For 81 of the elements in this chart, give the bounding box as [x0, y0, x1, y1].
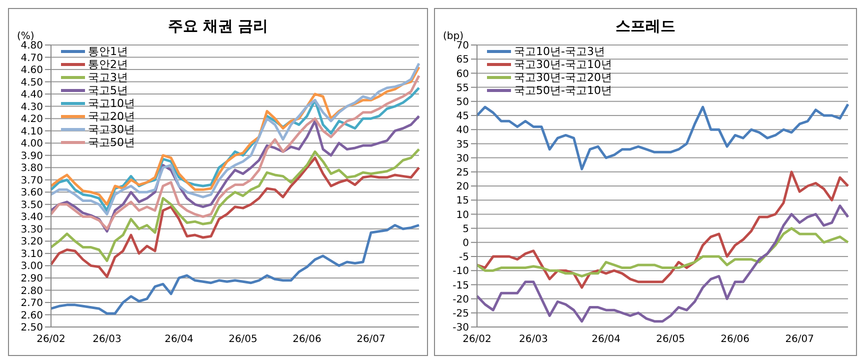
line-series [50, 148, 420, 262]
y-tick-label: 2.70 [20, 298, 43, 310]
x-tick-label: 26/04 [592, 334, 620, 346]
y-tick-label: 4.40 [20, 90, 43, 101]
line-series [476, 204, 850, 323]
x-tick-label: 26/02 [462, 334, 492, 346]
y-tick-label: 10 [456, 210, 469, 221]
y-tick-label: -20 [452, 294, 469, 306]
legend-label: 국고50년 [88, 136, 135, 149]
y-tick-label: -10 [452, 266, 469, 278]
legend-label: 국고30년 [88, 123, 135, 136]
legend-label: 국고30년-국고20년 [514, 71, 612, 84]
y-tick-label: 15 [456, 196, 469, 207]
x-tick-label: 26/03 [92, 334, 122, 346]
y-tick-label: 4.80 [20, 40, 43, 52]
x-tick-label: 26/04 [164, 334, 194, 346]
y-tick-label: 2.80 [20, 286, 43, 297]
y-tick-label: 4.20 [20, 114, 43, 126]
y-tick-label: 4.60 [20, 65, 43, 76]
x-tick-label: 26/02 [36, 334, 66, 346]
y-tick-label: 2.90 [20, 274, 43, 285]
legend-label: 통안2년 [88, 58, 128, 71]
y-tick-label: 70 [456, 40, 469, 52]
y-tick-label: 3.10 [20, 248, 43, 260]
y-tick-label: 3.60 [20, 188, 43, 199]
chart-title: 스프레드 [616, 17, 676, 35]
y-tick-label: 3.50 [20, 200, 43, 211]
y-tick-label: 35 [456, 139, 469, 150]
legend-label: 국고3년 [88, 71, 128, 84]
y-axis-title: (%) [17, 31, 34, 42]
y-tick-label: 2.50 [20, 322, 43, 334]
y-tick-label: 0 [462, 238, 469, 249]
x-tick-label: 26/03 [519, 334, 548, 346]
y-tick-label: 50 [456, 96, 469, 108]
y-tick-label: 3.70 [20, 175, 43, 186]
legend-label: 통안1년 [88, 45, 128, 58]
line-series [476, 227, 850, 278]
y-tick-label: 3.40 [20, 212, 43, 224]
x-tick-label: 26/06 [292, 334, 322, 346]
legend-label: 국고5년 [88, 84, 128, 97]
y-tick-label: -30 [452, 322, 469, 334]
y-tick-label: 4.50 [20, 77, 43, 88]
y-tick-label: 4.30 [20, 102, 43, 113]
x-tick-label: 26/05 [656, 334, 685, 346]
y-tick-label: 40 [456, 125, 469, 136]
line-series [50, 224, 420, 315]
x-tick-label: 26/06 [720, 334, 750, 346]
y-tick-label: 55 [456, 82, 469, 94]
y-tick-label: 2.60 [20, 310, 43, 322]
y-tick-label: 3.90 [20, 150, 43, 162]
y-tick-label: 25 [456, 167, 469, 178]
legend-label: 국고10년-국고3년 [514, 45, 605, 58]
y-tick-label: 3.30 [20, 224, 43, 236]
legend-label: 국고50년-국고10년 [514, 84, 612, 97]
x-tick-label: 26/05 [228, 334, 258, 346]
legend-label: 국고10년 [88, 97, 135, 110]
chart-title: 주요 채권 금리 [168, 17, 268, 35]
y-tick-label: 4.70 [20, 52, 43, 64]
y-tick-label: 3.80 [20, 163, 43, 174]
line-series [50, 156, 420, 278]
x-tick-label: 26/07 [356, 334, 386, 346]
line-series [476, 170, 850, 289]
line-series [476, 102, 850, 170]
y-tick-label: 4.10 [20, 126, 43, 138]
y-tick-label: -5 [459, 252, 469, 264]
y-tick-label: 60 [456, 68, 469, 80]
y-tick-label: 65 [456, 54, 469, 66]
y-tick-label: 3.00 [20, 261, 43, 272]
y-axis-title: (bp) [443, 31, 464, 42]
x-tick-label: 26/07 [785, 334, 814, 346]
y-tick-label: 20 [456, 182, 469, 193]
y-tick-label: 5 [462, 224, 469, 235]
y-tick-label: -15 [452, 280, 469, 292]
line-series [50, 74, 420, 230]
y-tick-label: 45 [456, 111, 469, 122]
y-tick-label: 4.00 [20, 138, 43, 150]
legend-label: 국고30년-국고10년 [514, 58, 612, 71]
y-tick-label: 3.20 [20, 236, 43, 248]
y-tick-label: -25 [452, 308, 469, 320]
legend-label: 국고20년 [88, 110, 135, 123]
y-tick-label: 30 [456, 153, 469, 164]
